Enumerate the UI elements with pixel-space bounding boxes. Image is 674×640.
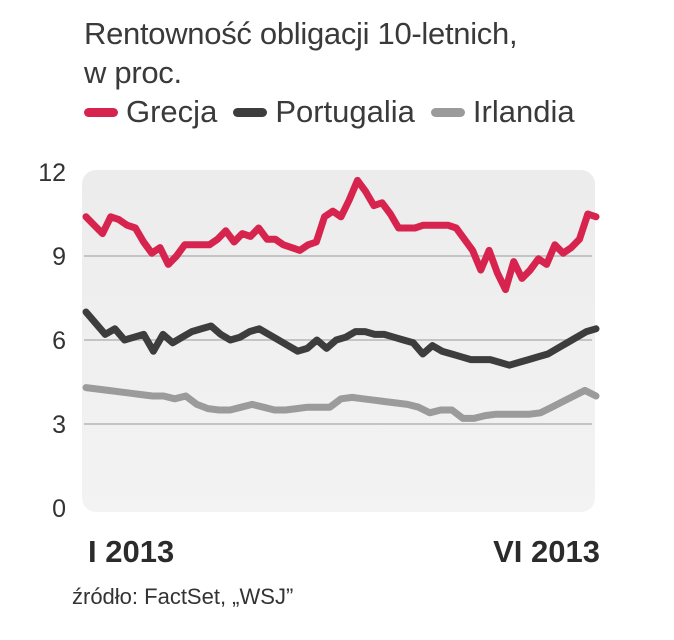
legend-swatch-irlandia — [430, 107, 465, 117]
legend: Grecja Portugalia Irlandia — [84, 92, 591, 132]
y-tick-0: 0 — [52, 495, 66, 523]
source-note: źródło: FactSet, „WSJ” — [72, 584, 294, 609]
legend-label-grecja: Grecja — [126, 94, 218, 129]
x-tick-start: I 2013 — [88, 534, 174, 569]
y-tick-9: 9 — [52, 243, 66, 271]
y-tick-3: 3 — [52, 411, 66, 439]
chart-title: Rentowność obligacji 10-letnich, w proc. — [84, 14, 518, 92]
title-line-2: w proc. — [84, 55, 182, 90]
line-chart: 0 3 6 9 12 I 2013 VI 2013 — [38, 159, 600, 569]
series-line-irlandia — [82, 384, 600, 422]
series-lines — [82, 176, 600, 422]
series-line-grecja — [82, 176, 600, 294]
x-tick-end: VI 2013 — [493, 534, 600, 569]
series-line-portugalia — [82, 308, 600, 369]
legend-item-portugalia: Portugalia — [233, 94, 415, 130]
title-line-1: Rentowność obligacji 10-letnich, — [84, 16, 518, 51]
legend-item-grecja: Grecja — [84, 94, 217, 130]
legend-label-irlandia: Irlandia — [472, 94, 575, 129]
y-tick-12: 12 — [38, 159, 66, 187]
legend-item-irlandia: Irlandia — [430, 94, 575, 130]
legend-swatch-grecja — [84, 107, 118, 117]
y-axis-ticks: 0 3 6 9 12 — [38, 159, 66, 523]
legend-label-portugalia: Portugalia — [275, 94, 415, 129]
legend-swatch-portugalia — [233, 107, 268, 117]
y-tick-6: 6 — [52, 327, 66, 355]
